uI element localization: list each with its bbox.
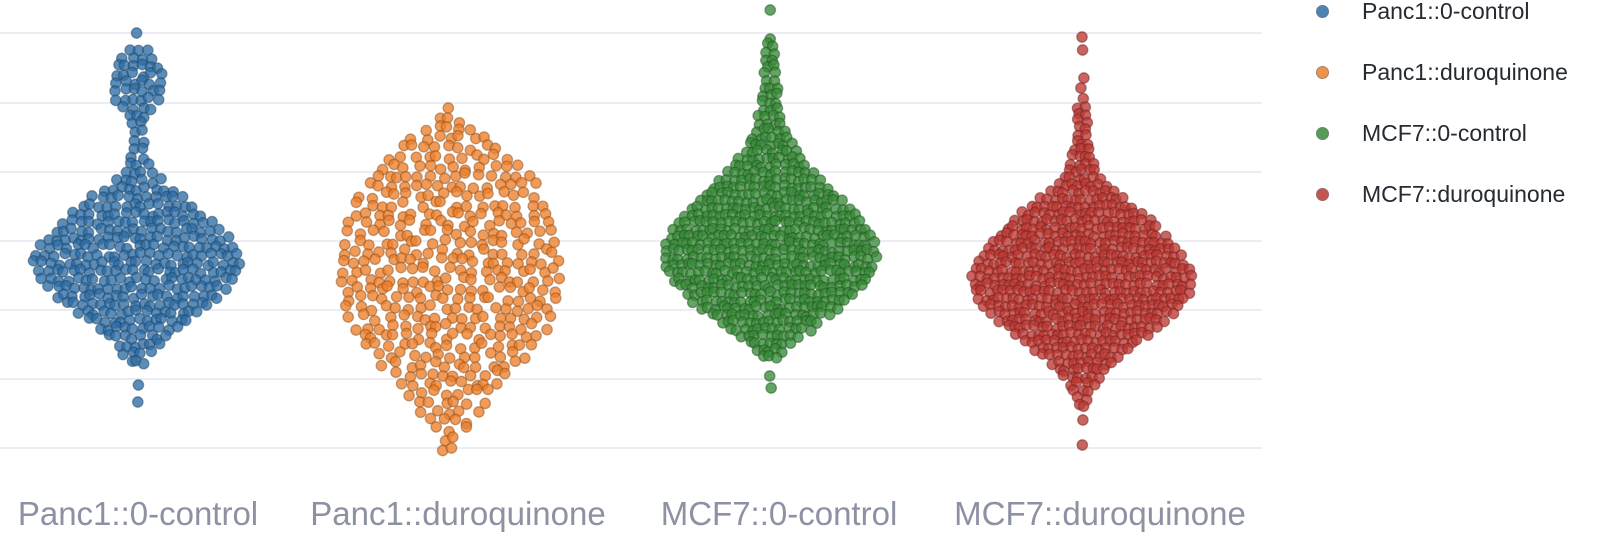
legend-item-label: MCF7::duroquinone — [1362, 180, 1566, 207]
legend-item-label: Panc1::duroquinone — [1362, 58, 1568, 85]
legend: Panc1::0-control Panc1::duroquinone MCF7… — [1316, 0, 1568, 241]
legend-item-label: MCF7::0-control — [1362, 119, 1527, 146]
legend-marker-icon — [1316, 187, 1329, 201]
legend-item: MCF7::0-control — [1316, 119, 1568, 147]
legend-marker-icon — [1316, 4, 1329, 18]
legend-marker-icon — [1316, 126, 1329, 140]
legend-item: Panc1::duroquinone — [1316, 58, 1568, 86]
legend-item: MCF7::duroquinone — [1316, 180, 1568, 208]
legend-item-label: Panc1::0-control — [1362, 0, 1530, 24]
legend-item: Panc1::0-control — [1316, 0, 1568, 25]
legend-marker-icon — [1316, 65, 1329, 79]
